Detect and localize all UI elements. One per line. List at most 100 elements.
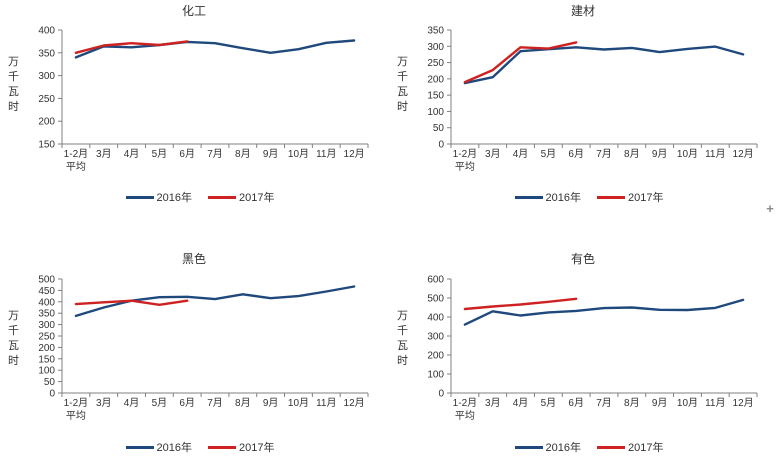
chart-title: 黑色 [181,252,206,266]
y-tick-label: 200 [427,74,444,85]
y-tick-label: 500 [38,275,55,286]
x-tick-label: 6月 [179,397,195,409]
x-tick-label: 1-2月 [453,148,477,160]
legend-swatch [514,445,543,449]
x-tick-label: 10月 [288,148,309,160]
y-tick-label: 400 [38,297,55,308]
x-tick-label: 10月 [288,397,309,409]
legend-swatch [208,195,236,199]
y-tick-label: 350 [427,26,444,37]
y-axis-label: 万千瓦时 [397,56,408,113]
y-axis-label: 万千瓦时 [8,310,19,367]
x-tick-label: 6月 [568,148,584,160]
legend-label: 2017年 [239,192,275,204]
legend-label: 2017年 [628,442,664,454]
x-tick-label: 11月 [705,397,725,409]
y-tick-label: 0 [438,140,444,151]
legend-item: 2016年 [514,439,581,455]
x-tick-label: 3月 [485,148,501,160]
legend: 2016年 2017年 [401,189,777,205]
y-tick-label: 300 [427,42,444,53]
y-tick-label: 0 [49,389,55,400]
legend-label: 2016年 [156,442,192,454]
x-tick-label: 4月 [124,148,140,160]
x-tick-label: 12月 [344,397,365,409]
y-tick-label: 300 [427,332,444,343]
x-tick-label: 4月 [513,148,529,160]
x-tick-label: 9月 [263,397,279,409]
y-tick-label: 400 [38,26,55,37]
x-tick-label: 7月 [596,148,612,160]
legend-item: 2016年 [125,439,192,455]
legend-item: 2017年 [208,439,274,455]
x-tick-label: 9月 [652,148,668,160]
series-line-2017年 [74,40,189,54]
y-tick-label: 200 [427,351,444,362]
series-line-2016年 [74,39,356,59]
y-tick-label: 100 [38,366,55,377]
y-axis-label: 万千瓦时 [8,56,19,113]
y-tick-label: 0 [438,389,444,400]
legend: 2016年 2017年 [12,189,388,205]
y-tick-label: 350 [38,48,55,59]
x-tick-label: 9月 [652,397,668,409]
x-tick-label: 4月 [513,397,529,409]
x-tick-label: 1-2月 [453,397,477,409]
x-tick-label: 7月 [596,397,612,409]
legend: 2016年 2017年 [12,439,388,455]
chart-title: 建材 [570,4,595,18]
y-tick-label: 250 [38,332,55,343]
y-tick-label: 250 [38,94,55,105]
x-tick-label: 8月 [235,397,251,409]
x-tick-label: 7月 [207,148,223,160]
x-tick-label: 平均 [455,161,475,173]
y-tick-label: 100 [427,107,444,118]
y-tick-label: 300 [38,71,55,82]
legend-label: 2016年 [545,192,581,204]
x-tick-label: 4月 [124,397,140,409]
y-tick-label: 250 [427,58,444,69]
y-tick-label: 150 [427,91,444,102]
y-tick-label: 500 [427,294,444,305]
x-tick-label: 7月 [207,397,223,409]
x-tick-label: 8月 [624,148,640,160]
y-tick-label: 100 [427,370,444,381]
x-tick-label: 3月 [485,397,501,409]
y-tick-label: 600 [427,275,444,286]
x-tick-label: 8月 [624,397,640,409]
legend-swatch [125,445,154,449]
legend: 2016年 2017年 [401,439,777,455]
x-tick-label: 11月 [316,397,336,409]
legend-item: 2017年 [208,189,274,205]
x-tick-label: 6月 [179,148,195,160]
x-tick-label: 5月 [541,148,557,160]
x-tick-label: 10月 [677,397,698,409]
series-line-2016年 [463,45,745,85]
x-tick-label: 12月 [733,148,754,160]
series-line-2017年 [463,41,578,84]
legend-item: 2017年 [597,189,663,205]
series-line-2017年 [463,297,578,311]
x-tick-label: 10月 [677,148,698,160]
x-tick-label: 5月 [541,397,557,409]
y-tick-label: 150 [38,140,55,151]
x-tick-label: 12月 [733,397,754,409]
y-tick-label: 50 [433,123,445,134]
y-axis-label: 万千瓦时 [397,310,408,367]
y-tick-label: 200 [38,343,55,354]
y-tick-label: 400 [427,313,444,324]
x-tick-label: 1-2月 [64,397,88,409]
series-line-2016年 [463,298,745,326]
plus-cursor-icon: + [766,201,774,216]
legend-swatch [125,195,154,199]
legend-label: 2016年 [156,192,192,204]
legend-item: 2016年 [125,189,192,205]
legend-swatch [208,445,236,449]
chart-nonferrous-metals: 有色 万千瓦时 0 100 200 300 400 500 600 1-2月 平均 3月 4月 5月 6… [389,231,777,462]
y-tick-label: 50 [44,377,56,388]
legend-label: 2017年 [239,442,275,454]
